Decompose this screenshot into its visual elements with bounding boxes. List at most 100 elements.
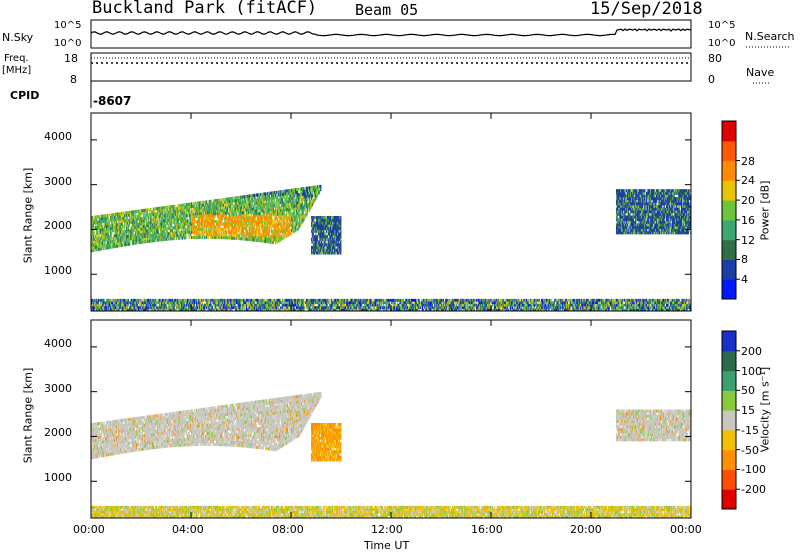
data-cell (240, 199, 241, 202)
data-cell (239, 229, 240, 232)
data-cell (209, 219, 210, 222)
data-cell (290, 208, 291, 211)
data-cell (340, 224, 341, 227)
data-cell (265, 208, 266, 211)
data-cell (218, 228, 219, 231)
data-cell (128, 235, 129, 238)
data-cell (626, 200, 627, 203)
data-cell (328, 238, 329, 241)
data-cell (650, 200, 651, 203)
data-cell (684, 223, 685, 226)
data-cell (202, 236, 203, 239)
data-cell (236, 213, 237, 216)
data-cell (154, 234, 155, 237)
data-cell (129, 240, 130, 243)
data-cell (179, 210, 180, 213)
data-cell (659, 210, 660, 213)
data-cell (653, 216, 654, 219)
data-cell (216, 220, 217, 223)
data-cell (269, 230, 270, 233)
data-cell (323, 230, 324, 233)
data-cell (664, 197, 665, 200)
data-cell (133, 231, 134, 234)
data-cell (171, 221, 172, 224)
data-cell (269, 200, 270, 203)
data-cell (229, 226, 230, 229)
data-cell (340, 249, 341, 252)
data-cell (334, 243, 335, 246)
data-cell (654, 189, 655, 192)
data-cell (674, 226, 675, 229)
data-cell (224, 228, 225, 231)
data-cell (322, 243, 323, 246)
data-cell (254, 204, 255, 207)
data-cell (267, 227, 268, 230)
data-cell (316, 241, 317, 244)
data-cell (668, 231, 669, 234)
data-cell (332, 249, 333, 252)
data-cell (249, 214, 250, 217)
data-cell (630, 200, 631, 203)
data-cell (656, 218, 657, 221)
data-cell (325, 232, 326, 235)
data-cell (674, 194, 675, 197)
data-cell (272, 222, 273, 225)
data-cell (253, 199, 254, 202)
data-cell (214, 215, 215, 218)
data-cell (620, 226, 621, 229)
data-cell (334, 230, 335, 233)
data-cell (649, 202, 650, 205)
data-cell (654, 205, 655, 208)
data-cell (617, 200, 618, 203)
data-cell (333, 238, 334, 241)
data-cell (184, 212, 185, 215)
data-cell (264, 206, 265, 209)
data-cell (312, 222, 313, 225)
data-cell (624, 200, 625, 203)
data-cell (643, 223, 644, 226)
data-cell (673, 223, 674, 226)
data-cell (655, 192, 656, 195)
data-cell (625, 231, 626, 234)
data-cell (187, 217, 188, 220)
data-cell (254, 225, 255, 228)
data-cell (626, 189, 627, 192)
data-cell (674, 189, 675, 192)
data-cell (229, 213, 230, 216)
data-cell (652, 223, 653, 226)
data-cell (135, 213, 136, 216)
data-cell (633, 210, 634, 213)
data-cell (229, 234, 230, 237)
data-cell (677, 205, 678, 208)
data-cell (340, 219, 341, 222)
data-cell (661, 197, 662, 200)
data-cell (254, 207, 255, 210)
data-cell (226, 214, 227, 217)
data-cell (129, 224, 130, 227)
data-cell (189, 228, 190, 231)
data-cell (235, 218, 236, 221)
data-cell (626, 221, 627, 224)
data-cell (297, 217, 298, 220)
data-cell (295, 229, 296, 232)
data-cell (148, 208, 149, 211)
data-cell (185, 236, 186, 239)
data-cell (210, 230, 211, 233)
data-cell (644, 218, 645, 221)
data-cell (272, 230, 273, 233)
data-cell (119, 244, 120, 247)
data-cell (165, 233, 166, 236)
data-cell (239, 218, 240, 221)
data-cell (264, 211, 265, 214)
data-cell (174, 237, 175, 240)
data-cell (187, 222, 188, 225)
data-cell (628, 221, 629, 224)
data-cell (649, 213, 650, 216)
data-cell (124, 236, 125, 239)
data-cell (637, 189, 638, 192)
data-cell (222, 217, 223, 220)
data-cell (649, 189, 650, 192)
data-cell (158, 228, 159, 231)
data-cell (340, 241, 341, 244)
